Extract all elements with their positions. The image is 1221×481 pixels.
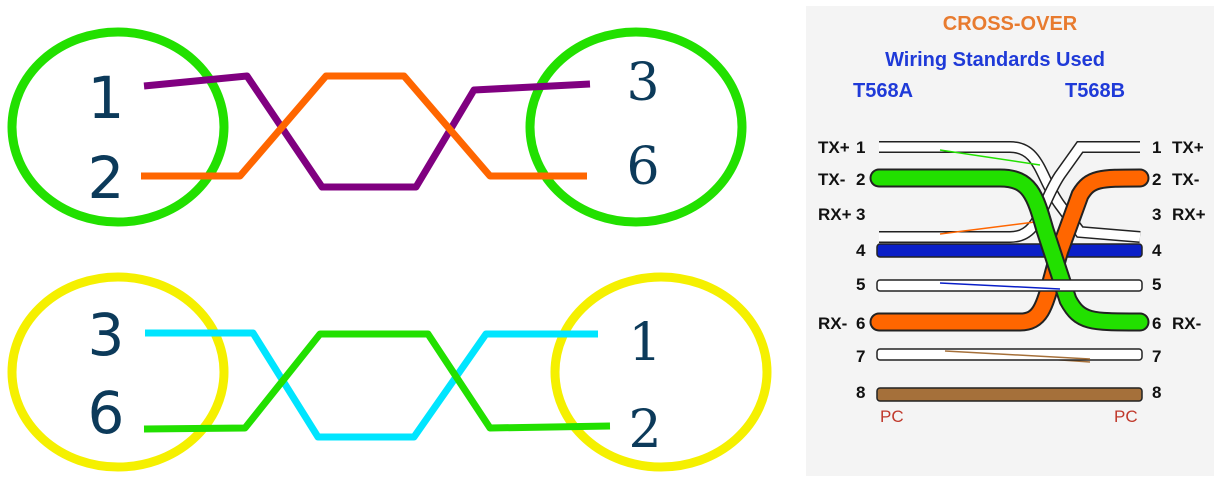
right-pin-num-8: 8	[1152, 383, 1161, 402]
wire-3-orange-stripe	[939, 221, 1036, 235]
wire-5-stripe-top	[939, 282, 1061, 290]
left-pin-label-3: RX+	[818, 205, 852, 224]
left-device-label: PC	[880, 407, 904, 426]
left-pin-num-2: 2	[856, 170, 865, 189]
right-pin-num-6: 6	[1152, 314, 1161, 333]
bottom-pair-diagram: 3 6 1 2	[7, 272, 772, 472]
wire-4-blue	[876, 243, 1143, 258]
right-pin-label-3: RX+	[1172, 205, 1206, 224]
wire-1-white-cross-fill	[879, 142, 1141, 242]
standard-right: T568B	[1065, 80, 1125, 102]
bottom-right-label-2: 2	[628, 400, 661, 460]
right-pin-num-7: 7	[1152, 347, 1161, 366]
left-pin-label-6: RX-	[818, 314, 847, 333]
chart-subtitle: Wiring Standards Used	[885, 49, 1105, 71]
top-right-label-6: 6	[626, 137, 659, 197]
right-pin-label-2: TX-	[1172, 170, 1199, 189]
top-pair-diagram: 1 2 3 6	[7, 27, 747, 227]
right-pin-num-2: 2	[1152, 170, 1161, 189]
wire-1-green-stripe	[939, 149, 1041, 166]
left-pin-num-3: 3	[856, 205, 865, 224]
top-left-label-1: 1	[88, 64, 125, 132]
bottom-right-label-1: 1	[628, 313, 661, 373]
left-pin-num-5: 5	[856, 275, 865, 294]
right-pin-num-5: 5	[1152, 275, 1161, 294]
right-pin-label-1: TX+	[1172, 138, 1204, 157]
right-device-label: PC	[1114, 407, 1138, 426]
wire-2-to-6	[141, 72, 587, 180]
chart-title: CROSS-OVER	[943, 13, 1078, 35]
left-pin-num-6: 6	[856, 314, 865, 333]
right-pin-num-4: 4	[1152, 241, 1162, 260]
wire-5-white	[876, 279, 1143, 292]
left-pin-labels: TX+ 1 TX- 2 RX+ 3 4 5 RX- 6 7 8	[818, 138, 866, 402]
top-left-label-2: 2	[88, 144, 125, 212]
wire-1-to-3	[143, 72, 591, 191]
wire-green-cross-fill	[871, 170, 1148, 330]
wire-8-brown	[876, 387, 1143, 402]
wire-6-to-2	[143, 330, 611, 433]
top-right-circle	[525, 27, 747, 227]
top-left-circle	[7, 27, 229, 227]
left-pin-num-1: 1	[856, 138, 865, 157]
left-pin-num-7: 7	[856, 347, 865, 366]
top-right-label-3: 3	[626, 53, 659, 113]
bottom-left-label-3: 3	[88, 301, 125, 369]
standard-left: T568A	[853, 80, 913, 102]
left-pin-num-8: 8	[856, 383, 865, 402]
right-pin-num-1: 1	[1152, 138, 1161, 157]
bottom-right-circle	[550, 272, 772, 472]
left-pin-label-1: TX+	[818, 138, 850, 157]
left-pin-label-2: TX-	[818, 170, 845, 189]
bottom-left-circle	[7, 272, 229, 472]
left-pin-num-4: 4	[856, 241, 866, 260]
bottom-left-label-6: 6	[88, 379, 125, 447]
wire-7-stripe-top	[944, 350, 1091, 360]
crossover-wiring-chart: CROSS-OVER Wiring Standards Used T568A T…	[806, 6, 1214, 476]
wire-3-to-1	[145, 329, 598, 441]
right-pin-labels: 1 TX+ 2 TX- 3 RX+ 4 5 6 RX- 7 8	[1152, 138, 1206, 402]
right-pin-num-3: 3	[1152, 205, 1161, 224]
right-pin-label-6: RX-	[1172, 314, 1201, 333]
